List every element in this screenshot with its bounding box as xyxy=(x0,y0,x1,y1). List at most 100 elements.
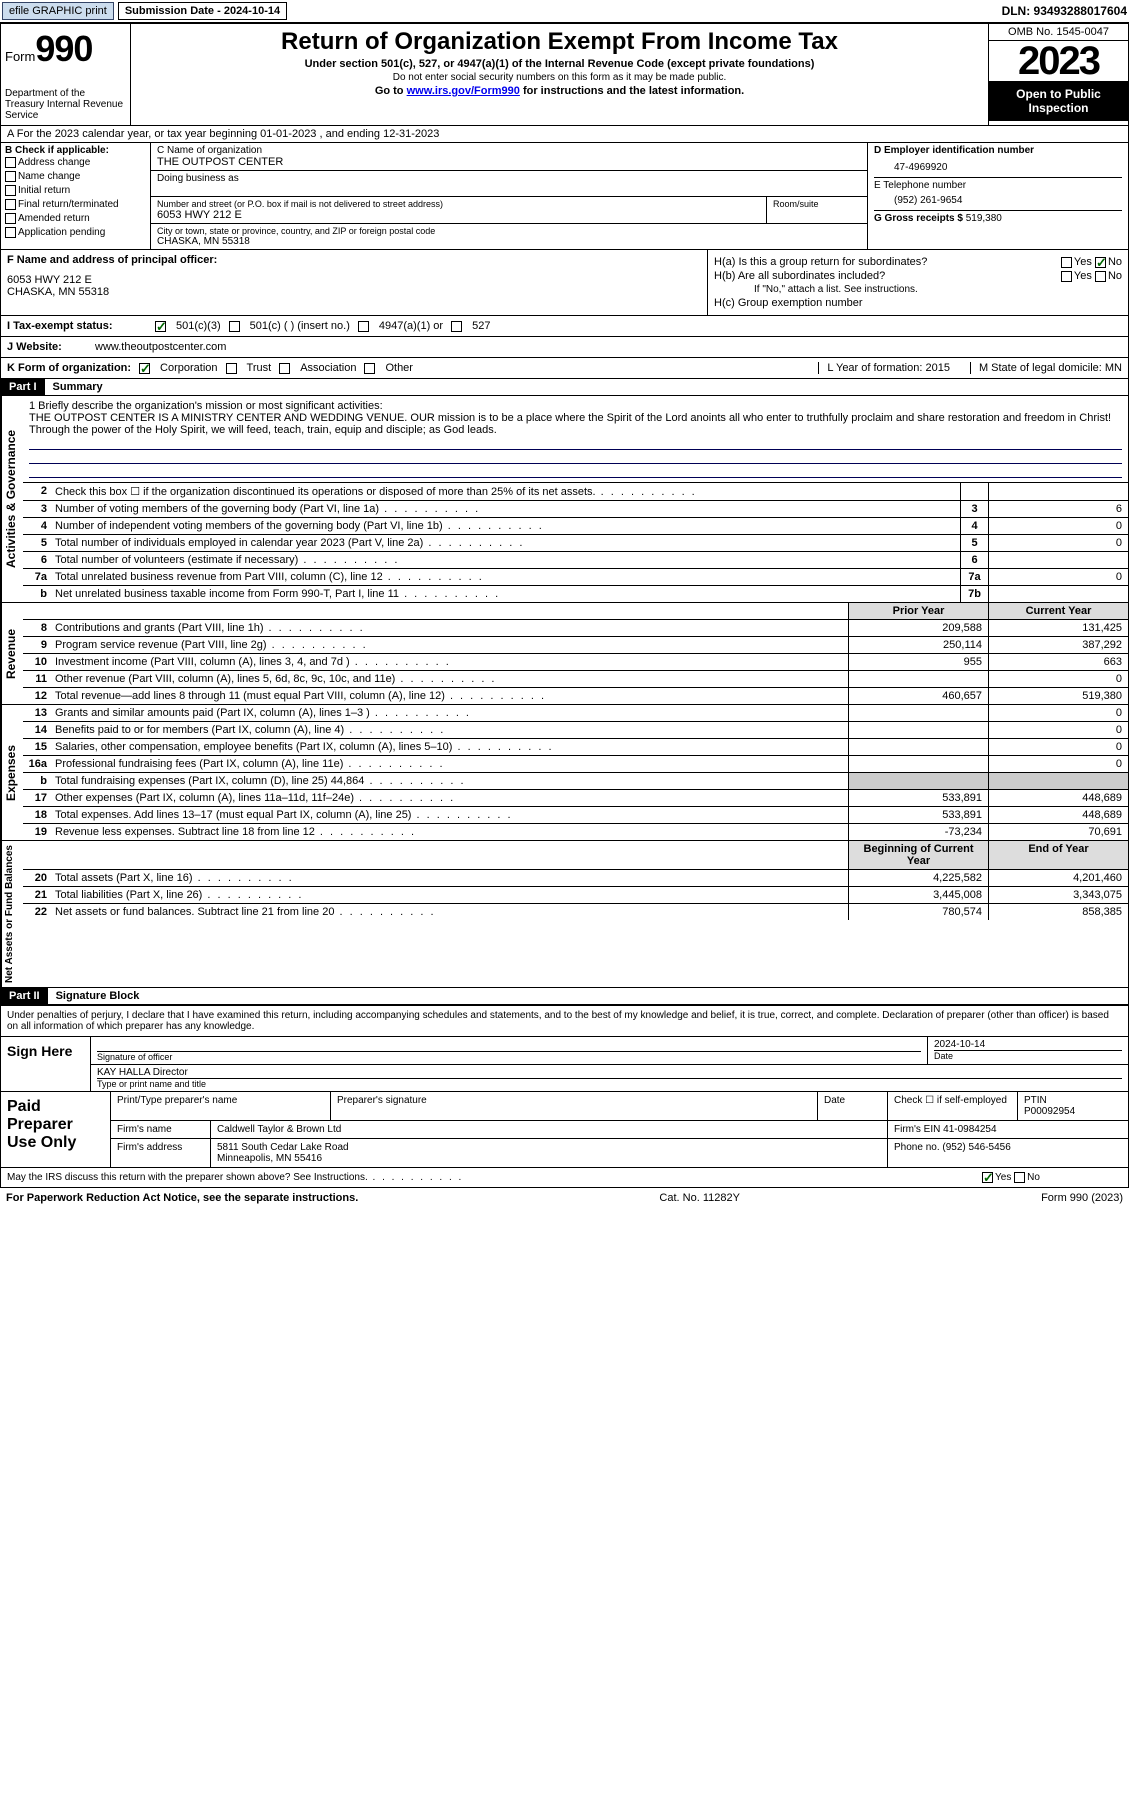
part2-header: Part II xyxy=(1,988,48,1004)
part1-title: Summary xyxy=(53,381,103,393)
telephone-label: E Telephone number xyxy=(874,180,1122,191)
discuss-yes-cb[interactable] xyxy=(982,1172,993,1183)
open-public-inspection: Open to Public Inspection xyxy=(989,81,1128,121)
gross-receipts-value: 519,380 xyxy=(966,213,1002,224)
cb-amended-return[interactable]: Amended return xyxy=(5,212,146,226)
cb-corporation[interactable] xyxy=(139,363,150,374)
year-formation: L Year of formation: 2015 xyxy=(818,362,950,374)
state-domicile: M State of legal domicile: MN xyxy=(970,362,1122,374)
discuss-label: May the IRS discuss this return with the… xyxy=(7,1172,982,1183)
submission-date: Submission Date - 2024-10-14 xyxy=(118,2,287,20)
instructions-link[interactable]: www.irs.gov/Form990 xyxy=(407,85,520,97)
cb-application-pending[interactable]: Application pending xyxy=(5,226,146,240)
form-org-label: K Form of organization: xyxy=(7,362,131,374)
ha-yes[interactable]: Yes xyxy=(1074,256,1092,268)
ha-label: H(a) Is this a group return for subordin… xyxy=(714,256,927,268)
org-name: THE OUTPOST CENTER xyxy=(157,156,861,168)
dln: DLN: 93493288017604 xyxy=(1002,4,1127,18)
cb-501c[interactable] xyxy=(229,321,240,332)
form-subtitle-1: Under section 501(c), 527, or 4947(a)(1)… xyxy=(139,58,980,70)
sig-officer-label: Signature of officer xyxy=(97,1051,921,1062)
cb-other[interactable] xyxy=(364,363,375,374)
cb-4947[interactable] xyxy=(358,321,369,332)
cb-address-change[interactable]: Address change xyxy=(5,156,146,170)
website-label: J Website: xyxy=(7,341,87,353)
col-end-year: End of Year xyxy=(988,841,1128,869)
officer-addr2: CHASKA, MN 55318 xyxy=(7,286,701,298)
form-number: 990 xyxy=(35,28,92,69)
gross-receipts-label: G Gross receipts $ xyxy=(874,213,963,224)
name-title-label: Type or print name and title xyxy=(97,1078,1122,1089)
website-value: www.theoutpostcenter.com xyxy=(95,341,226,353)
phone-label: Phone no. xyxy=(894,1142,940,1153)
goto-pre: Go to xyxy=(375,85,407,97)
cb-trust[interactable] xyxy=(226,363,237,374)
officer-label: F Name and address of principal officer: xyxy=(7,254,701,266)
perjury-statement: Under penalties of perjury, I declare th… xyxy=(1,1006,1128,1036)
tax-exempt-label: I Tax-exempt status: xyxy=(7,320,147,332)
vtab-expenses: Expenses xyxy=(1,705,23,840)
hb-no[interactable]: No xyxy=(1108,270,1122,282)
firm-name: Caldwell Taylor & Brown Ltd xyxy=(211,1121,888,1138)
cat-no: Cat. No. 11282Y xyxy=(659,1192,740,1204)
city-label: City or town, state or province, country… xyxy=(157,226,861,236)
officer-name-title: KAY HALLA Director xyxy=(97,1067,1122,1078)
sig-date-label: Date xyxy=(934,1050,1122,1061)
box-b-header: B Check if applicable: xyxy=(5,145,146,156)
tax-year: 2023 xyxy=(989,41,1128,81)
ha-no[interactable]: No xyxy=(1108,256,1122,268)
vtab-governance: Activities & Governance xyxy=(1,396,23,602)
efile-print-button[interactable]: efile GRAPHIC print xyxy=(2,2,114,20)
cb-final-return[interactable]: Final return/terminated xyxy=(5,198,146,212)
officer-addr1: 6053 HWY 212 E xyxy=(7,274,701,286)
form-version: Form 990 (2023) xyxy=(1041,1192,1123,1204)
col-begin-year: Beginning of Current Year xyxy=(848,841,988,869)
firm-ein-label: Firm's EIN xyxy=(894,1124,940,1135)
firm-ein: 41-0984254 xyxy=(943,1124,996,1135)
addr-label: Number and street (or P.O. box if mail i… xyxy=(157,199,760,209)
hb-note: If "No," attach a list. See instructions… xyxy=(754,284,1122,295)
firm-name-label: Firm's name xyxy=(111,1121,211,1138)
ptin-label: PTIN xyxy=(1024,1095,1047,1106)
cb-501c3[interactable] xyxy=(155,321,166,332)
ptin-value: P00092954 xyxy=(1024,1106,1075,1117)
hb-yes[interactable]: Yes xyxy=(1074,270,1092,282)
cb-name-change[interactable]: Name change xyxy=(5,170,146,184)
row-a-tax-year: A For the 2023 calendar year, or tax yea… xyxy=(0,126,1129,143)
firm-addr-label: Firm's address xyxy=(111,1139,211,1167)
prep-date-label: Date xyxy=(818,1092,888,1120)
firm-phone: (952) 546-5456 xyxy=(942,1142,1010,1153)
org-name-label: C Name of organization xyxy=(157,145,861,156)
hc-label: H(c) Group exemption number xyxy=(714,297,863,309)
cb-527[interactable] xyxy=(451,321,462,332)
col-current-year: Current Year xyxy=(988,603,1128,619)
firm-city: Minneapolis, MN 55416 xyxy=(217,1153,322,1164)
vtab-net-assets: Net Assets or Fund Balances xyxy=(1,841,23,987)
prep-sig-label: Preparer's signature xyxy=(331,1092,818,1120)
form-label: Form xyxy=(5,49,35,64)
telephone-value: (952) 261-9654 xyxy=(894,195,1122,206)
paid-preparer-label: Paid Preparer Use Only xyxy=(1,1092,111,1167)
firm-address: 5811 South Cedar Lake Road xyxy=(217,1142,349,1153)
dba-label: Doing business as xyxy=(157,173,861,184)
col-prior-year: Prior Year xyxy=(848,603,988,619)
mission-text: THE OUTPOST CENTER IS A MINISTRY CENTER … xyxy=(29,412,1122,436)
room-label: Room/suite xyxy=(773,199,861,209)
mission-label: 1 Briefly describe the organization's mi… xyxy=(29,400,1122,412)
part2-title: Signature Block xyxy=(56,990,140,1002)
sig-date: 2024-10-14 xyxy=(934,1039,1122,1050)
discuss-no-cb[interactable] xyxy=(1014,1172,1025,1183)
vtab-revenue: Revenue xyxy=(1,603,23,704)
cb-initial-return[interactable]: Initial return xyxy=(5,184,146,198)
ein-value: 47-4969920 xyxy=(894,162,1122,173)
self-employed-label: Check ☐ if self-employed xyxy=(888,1092,1018,1120)
hb-label: H(b) Are all subordinates included? xyxy=(714,270,885,282)
part1-header: Part I xyxy=(1,379,45,395)
sign-here-label: Sign Here xyxy=(1,1037,91,1091)
prep-name-label: Print/Type preparer's name xyxy=(111,1092,331,1120)
form-title: Return of Organization Exempt From Incom… xyxy=(139,28,980,56)
goto-post: for instructions and the latest informat… xyxy=(520,85,744,97)
ein-label: D Employer identification number xyxy=(874,145,1122,156)
cb-association[interactable] xyxy=(279,363,290,374)
street-address: 6053 HWY 212 E xyxy=(157,209,760,221)
